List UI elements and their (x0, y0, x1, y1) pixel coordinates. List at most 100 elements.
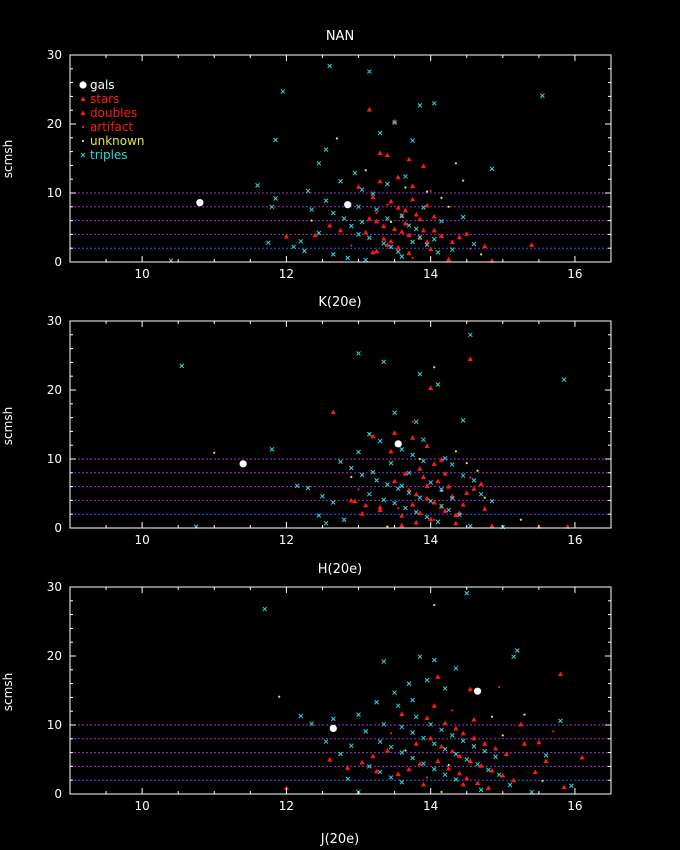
triples-point (417, 654, 423, 660)
gals-point (329, 724, 337, 733)
stars-point (410, 435, 416, 440)
triples-point (478, 787, 484, 793)
stars-point (478, 763, 484, 768)
x-tick-label: 12 (279, 533, 294, 547)
triples-point (399, 779, 405, 785)
triples-point (453, 666, 459, 671)
stars-point (410, 501, 416, 507)
panel-1: NAN scmsh 10 12 14 16 0 10 20 30 galsstarsdoubl… (1, 29, 612, 281)
stars-point (464, 775, 470, 781)
plot-frame (69, 586, 612, 795)
doubles-point (471, 716, 477, 722)
legend-label-gals: gals (90, 78, 115, 92)
triples-point (377, 438, 383, 444)
triples-point (514, 648, 520, 653)
x-tick-label: 10 (134, 533, 149, 547)
stars-point (417, 761, 423, 766)
unknown-point (350, 475, 353, 479)
triples-point (460, 473, 466, 478)
unknown-point (447, 763, 450, 767)
stars-point (413, 741, 419, 746)
triples-point (366, 235, 372, 241)
triples-point (478, 491, 484, 497)
triples-point (298, 713, 304, 719)
unknown-point (447, 205, 450, 208)
triples-point (489, 166, 495, 172)
unknown-point (440, 196, 443, 199)
triples-point (356, 204, 361, 210)
y-tick-label: 30 (47, 314, 62, 328)
triples-point (449, 247, 455, 252)
unknown-point (389, 220, 393, 224)
artifact-point (469, 476, 472, 479)
artifact-point (411, 256, 414, 259)
stars-point (392, 226, 398, 231)
unknown-point (465, 462, 468, 465)
doubles-point (456, 234, 463, 240)
stars-point (392, 118, 398, 124)
stars-point (464, 231, 470, 236)
triples-point (410, 452, 415, 458)
triples-point (406, 223, 412, 228)
panel-3: H(20e) scmsh 10 12 14 16 0 10 20 30 J(20e) (1, 562, 612, 847)
triples-point (431, 100, 437, 106)
panel-3-xlabel: J(20e) (320, 832, 360, 847)
x-tick-label: 14 (423, 267, 438, 281)
stars-point (435, 674, 441, 679)
triples-point (449, 495, 455, 501)
stars-point (399, 512, 405, 518)
stars-point (521, 741, 528, 746)
panel-2-title: K(20e) (318, 295, 361, 310)
unknown-point (425, 190, 429, 193)
unknown-point (404, 749, 407, 752)
triples-point (464, 590, 470, 596)
triples-point (410, 138, 415, 143)
triples-point (442, 455, 448, 461)
legend-label-doubles: doubles (90, 106, 137, 120)
triples-point (179, 363, 185, 369)
triples-point (323, 520, 329, 526)
unknown-point (364, 169, 367, 172)
stars-point (399, 229, 405, 234)
stars-point (381, 223, 387, 229)
triples-point (496, 772, 502, 778)
triples-point (377, 130, 383, 136)
triples-point (395, 486, 401, 492)
triples-point (439, 487, 444, 492)
legend-marker-doubles (80, 110, 86, 116)
stars-point (392, 430, 398, 435)
triples-point (421, 735, 426, 741)
stars-point (467, 356, 473, 362)
stars-point (424, 715, 430, 721)
triples-point (442, 746, 448, 752)
plot-frame (69, 320, 612, 529)
triples-point (291, 244, 296, 250)
panel-2-ylabel: scmsh (1, 407, 15, 445)
triples-point (323, 739, 329, 744)
stars-point (467, 758, 473, 763)
triples-point (338, 178, 343, 184)
stars-point (460, 730, 466, 736)
x-tick-label: 16 (567, 533, 582, 547)
stars-point (467, 686, 473, 692)
triples-point (482, 748, 488, 754)
doubles-point (377, 178, 383, 184)
triples-point (374, 699, 379, 705)
doubles-point (399, 711, 405, 717)
triples-point (568, 783, 574, 789)
artifact-point (386, 203, 389, 206)
triples-point (439, 727, 444, 733)
y-tick-label: 0 (54, 787, 62, 801)
artifact-point (469, 247, 472, 250)
triples-point (435, 382, 441, 387)
unknown-point (335, 137, 338, 140)
doubles-point (431, 703, 437, 708)
triples-point (348, 465, 354, 471)
unknown-point (433, 366, 436, 369)
triples-point (428, 721, 434, 727)
triples-point (417, 103, 423, 108)
triples-point (381, 659, 387, 664)
unknown-point (278, 695, 281, 698)
triples-point (352, 170, 358, 176)
